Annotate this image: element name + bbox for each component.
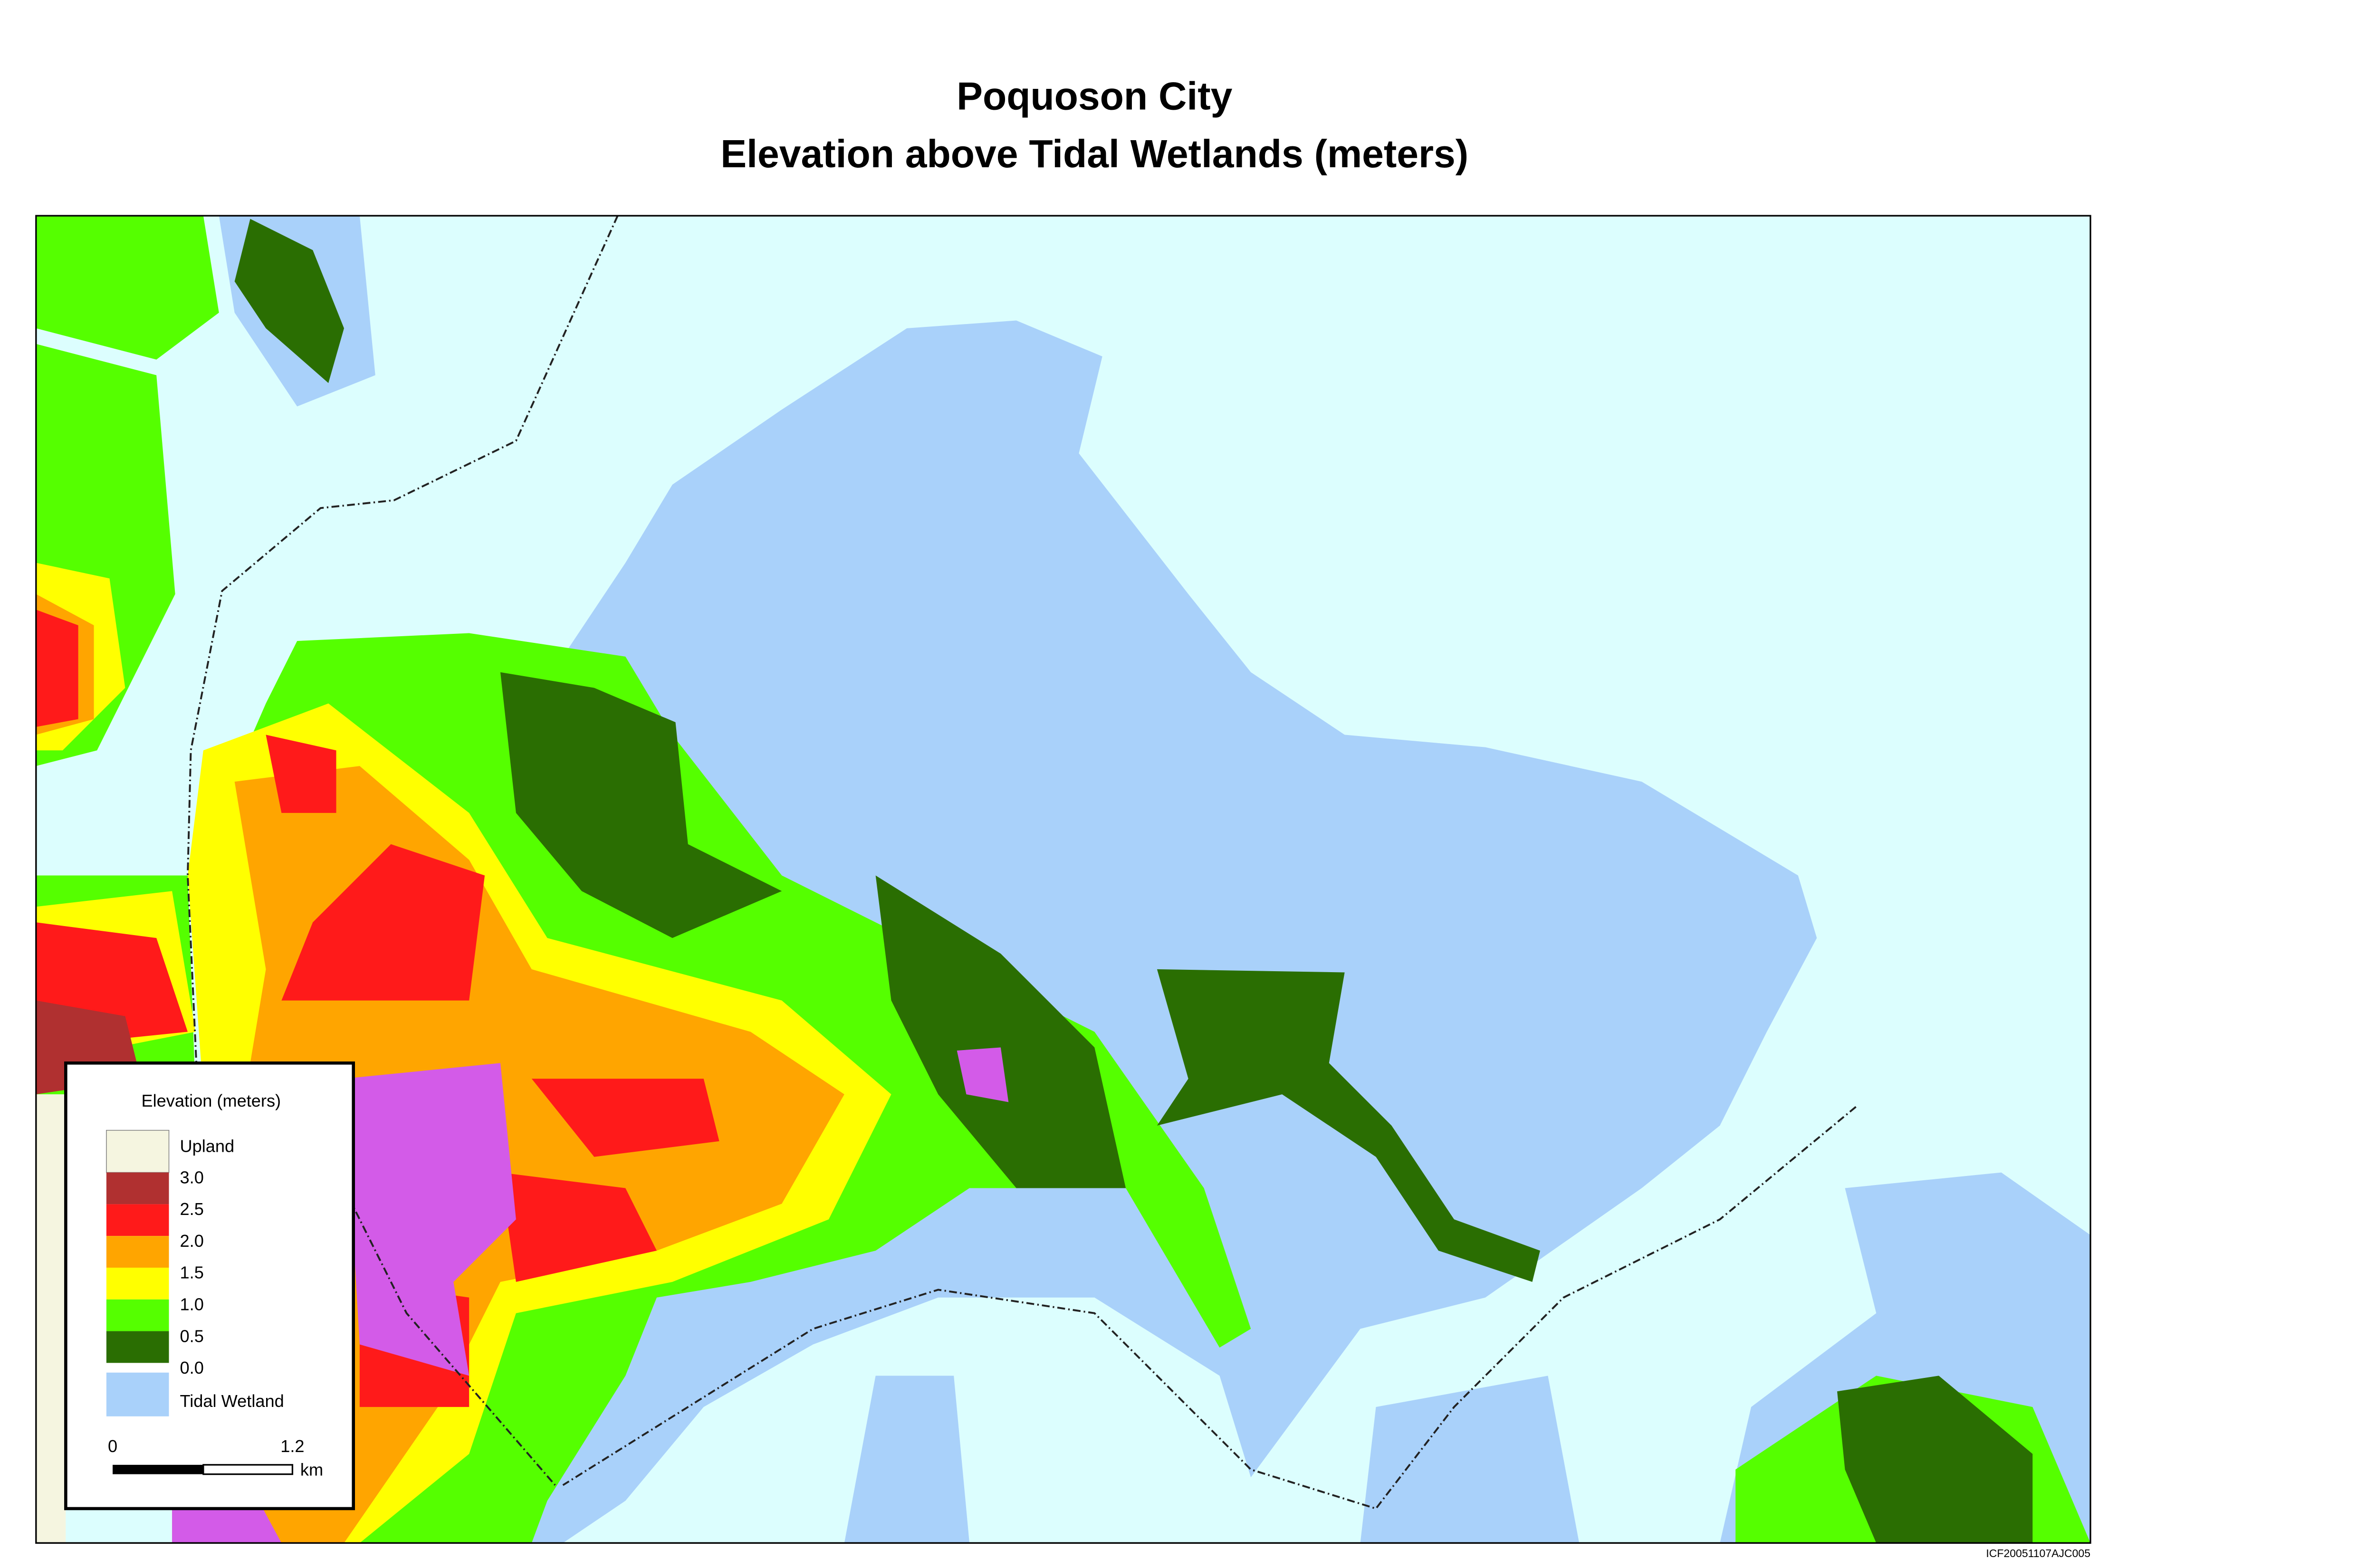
legend-swatch bbox=[106, 1172, 169, 1205]
legend-label: 0.0 bbox=[180, 1358, 204, 1377]
legend-swatch bbox=[106, 1331, 169, 1363]
map-title: Poquoson City bbox=[957, 75, 1233, 118]
legend-label: 2.0 bbox=[180, 1231, 204, 1251]
map bbox=[36, 216, 2091, 1543]
scale-start: 0 bbox=[108, 1436, 117, 1456]
legend-label: Tidal Wetland bbox=[180, 1391, 284, 1411]
legend-label: 3.0 bbox=[180, 1167, 204, 1187]
legend-swatch bbox=[106, 1372, 169, 1416]
scale-unit: km bbox=[300, 1460, 323, 1480]
legend-swatch bbox=[106, 1204, 169, 1236]
legend-label: Upland bbox=[180, 1137, 235, 1156]
scale-bar: 0 1.2 km bbox=[108, 1436, 323, 1479]
scale-end: 1.2 bbox=[280, 1436, 304, 1456]
legend-swatch bbox=[106, 1236, 169, 1268]
legend-swatch bbox=[106, 1267, 169, 1300]
map-frame bbox=[35, 215, 2091, 1544]
legend: Elevation (meters) Upland 3.0 2.5 2.0 1.5 1.0… bbox=[64, 1061, 355, 1511]
scale-white bbox=[202, 1464, 294, 1475]
legend-label: 1.0 bbox=[180, 1294, 204, 1314]
legend-label: 2.5 bbox=[180, 1199, 204, 1219]
legend-label: 0.5 bbox=[180, 1326, 204, 1346]
legend-swatch bbox=[106, 1129, 170, 1173]
credit: ICF20051107AJC005 bbox=[1986, 1547, 2090, 1559]
legend-label: 1.5 bbox=[180, 1263, 204, 1282]
scale-black bbox=[113, 1464, 203, 1474]
legend-swatch bbox=[106, 1299, 169, 1331]
legend-title: Elevation (meters) bbox=[142, 1091, 281, 1110]
map-subtitle: Elevation above Tidal Wetlands (meters) bbox=[720, 133, 1468, 176]
